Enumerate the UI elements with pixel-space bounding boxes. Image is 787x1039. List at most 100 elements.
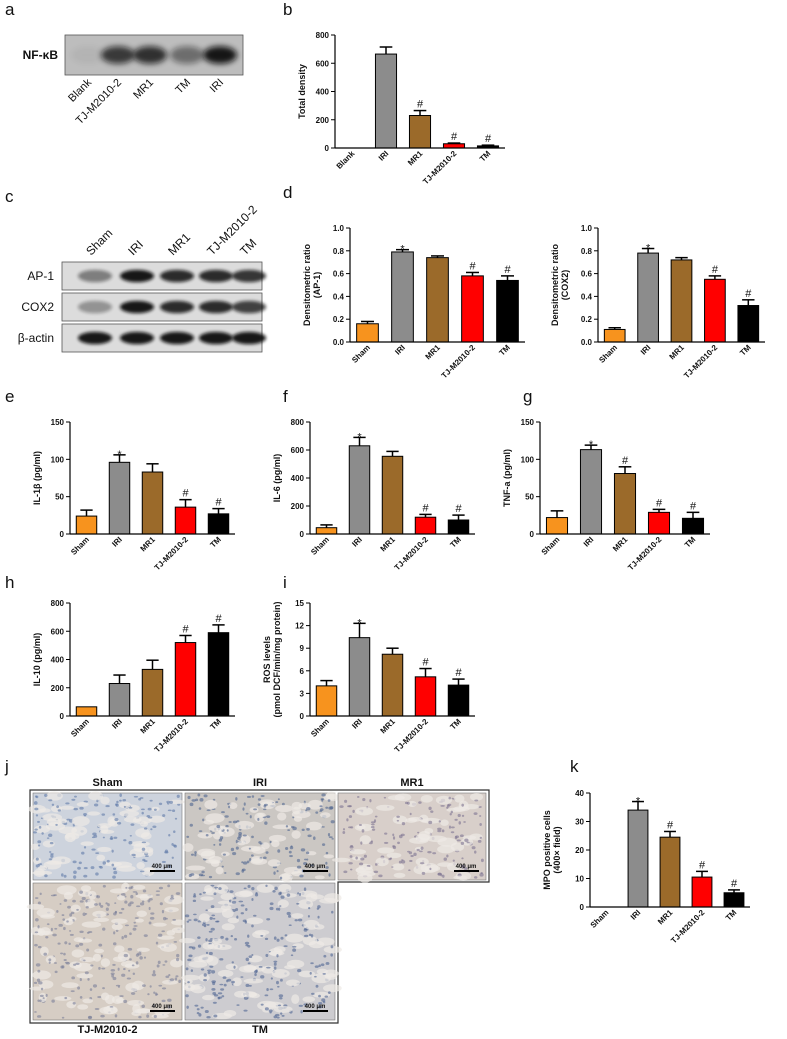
tissue-texture bbox=[203, 979, 207, 982]
tissue-texture bbox=[214, 886, 219, 889]
tissue-texture bbox=[437, 837, 458, 847]
tissue-texture bbox=[466, 841, 470, 844]
tissue-texture bbox=[221, 865, 224, 868]
tissue-texture bbox=[92, 984, 98, 988]
tissue-texture bbox=[83, 846, 87, 849]
tissue-texture bbox=[310, 962, 314, 965]
tissue-texture bbox=[37, 945, 42, 949]
x-tick-label: Sham bbox=[589, 908, 611, 930]
tissue-texture bbox=[303, 919, 320, 930]
panel-label: c bbox=[5, 187, 14, 206]
y-tick-label: 20 bbox=[575, 846, 584, 855]
tissue-texture bbox=[228, 805, 231, 809]
tissue-texture bbox=[121, 973, 126, 977]
tissue-texture bbox=[421, 871, 426, 875]
error-bar bbox=[419, 513, 432, 518]
tissue-texture bbox=[38, 980, 54, 989]
tissue-texture bbox=[189, 802, 194, 807]
tissue-texture bbox=[272, 889, 276, 893]
tissue-texture bbox=[446, 804, 450, 808]
tissue-texture bbox=[139, 797, 144, 799]
tissue-texture bbox=[314, 875, 325, 880]
significance-mark: # bbox=[699, 859, 706, 871]
tissue-texture bbox=[258, 965, 263, 968]
tissue-texture bbox=[285, 825, 289, 828]
tissue-texture bbox=[112, 963, 116, 966]
tissue-texture bbox=[356, 796, 360, 798]
tissue-texture bbox=[244, 920, 248, 924]
micrograph-label: TM bbox=[252, 1024, 268, 1036]
tissue-texture bbox=[107, 816, 116, 827]
tissue-texture bbox=[79, 956, 96, 963]
tissue-texture bbox=[352, 809, 355, 813]
tissue-texture bbox=[320, 963, 325, 967]
tissue-texture bbox=[48, 799, 53, 802]
tissue-texture bbox=[356, 824, 366, 830]
tissue-texture bbox=[292, 945, 297, 948]
tissue-texture bbox=[241, 991, 257, 998]
tissue-texture bbox=[187, 795, 191, 800]
tissue-texture bbox=[362, 797, 366, 802]
tissue-texture bbox=[376, 804, 395, 811]
x-tick-label: IRI bbox=[350, 717, 364, 731]
tissue-texture bbox=[243, 802, 246, 806]
bar bbox=[207, 513, 230, 535]
tissue-texture bbox=[152, 1003, 155, 1007]
tissue-texture bbox=[39, 999, 42, 1003]
tissue-texture bbox=[135, 918, 144, 923]
tissue-texture bbox=[268, 834, 287, 842]
tissue-texture bbox=[269, 988, 274, 991]
tissue-texture bbox=[248, 847, 251, 850]
tissue-texture bbox=[141, 811, 144, 815]
tissue-texture bbox=[219, 958, 224, 961]
blot-band bbox=[232, 331, 266, 345]
significance-mark: # bbox=[667, 819, 674, 831]
significance-mark: # bbox=[712, 264, 719, 276]
tissue-texture bbox=[123, 839, 127, 842]
x-tick-label: IRI bbox=[639, 343, 653, 357]
tissue-texture bbox=[220, 904, 232, 911]
tissue-texture bbox=[170, 894, 174, 898]
tissue-texture bbox=[280, 1012, 283, 1015]
tissue-texture bbox=[52, 933, 57, 937]
blot-band bbox=[71, 46, 105, 64]
tissue-texture bbox=[261, 965, 276, 974]
tissue-texture bbox=[460, 841, 465, 846]
tissue-texture bbox=[48, 961, 51, 965]
error-bar bbox=[550, 510, 564, 518]
error-bar bbox=[696, 870, 708, 878]
tissue-texture bbox=[190, 969, 194, 972]
tissue-texture bbox=[45, 936, 49, 939]
tissue-texture bbox=[194, 853, 197, 857]
tissue-texture bbox=[61, 873, 64, 877]
tissue-texture bbox=[37, 865, 48, 871]
tissue-texture bbox=[474, 799, 479, 802]
tissue-texture bbox=[211, 832, 216, 834]
y-axis-label: (AP-1) bbox=[312, 272, 322, 299]
tissue-texture bbox=[236, 915, 239, 919]
tissue-texture bbox=[296, 865, 302, 869]
tissue-texture bbox=[143, 860, 148, 862]
tissue-texture bbox=[247, 884, 251, 889]
tissue-texture bbox=[359, 835, 371, 845]
tissue-texture bbox=[319, 808, 324, 812]
tissue-texture bbox=[304, 934, 309, 938]
tissue-texture bbox=[219, 836, 224, 840]
tissue-texture bbox=[136, 862, 145, 870]
panel-label: i bbox=[283, 573, 287, 592]
tissue-texture bbox=[129, 958, 132, 961]
tissue-texture bbox=[33, 801, 38, 805]
tissue-texture bbox=[435, 795, 452, 805]
tissue-texture bbox=[419, 862, 425, 865]
y-tick-label: 0 bbox=[580, 903, 585, 912]
tissue-texture bbox=[137, 952, 142, 956]
tissue-texture bbox=[224, 872, 227, 874]
significance-mark: # bbox=[422, 502, 429, 514]
tissue-texture bbox=[291, 994, 300, 1005]
y-axis-label: (400× field) bbox=[552, 826, 562, 873]
tissue-texture bbox=[264, 994, 269, 997]
tissue-texture bbox=[161, 930, 166, 933]
tissue-texture bbox=[201, 870, 205, 874]
tissue-texture bbox=[197, 944, 202, 948]
tissue-texture bbox=[266, 987, 269, 992]
